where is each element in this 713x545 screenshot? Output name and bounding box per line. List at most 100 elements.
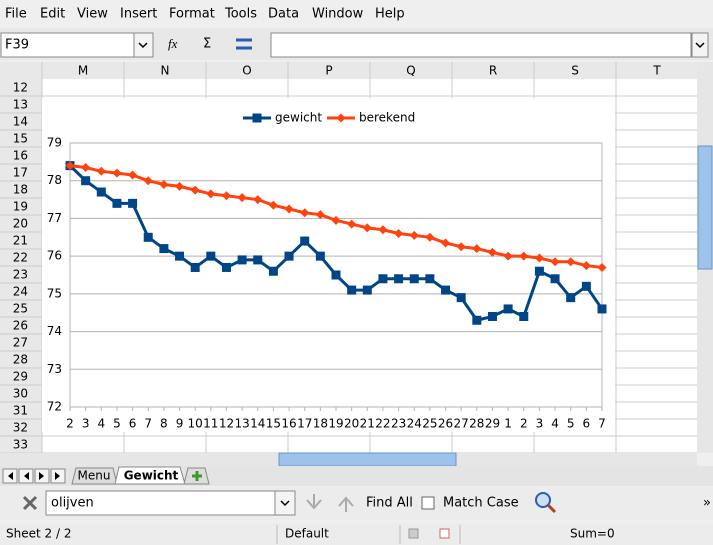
menu-item[interactable]: Format — [169, 7, 215, 22]
row-header[interactable]: 27 — [13, 336, 28, 350]
row-header[interactable]: 13 — [13, 98, 28, 112]
row-header[interactable]: 26 — [13, 319, 28, 333]
row-header[interactable]: 24 — [13, 285, 28, 299]
data-point — [441, 285, 451, 295]
x-tick-label: 23 — [391, 417, 406, 431]
row-header[interactable]: 14 — [13, 115, 28, 129]
column-header[interactable]: S — [571, 64, 579, 78]
find-all-button[interactable]: Find All — [366, 496, 413, 511]
menu-item[interactable]: Edit — [40, 7, 65, 22]
data-point — [550, 257, 560, 267]
sheet-tab[interactable] — [71, 467, 118, 485]
match-case-checkbox[interactable] — [421, 496, 435, 510]
find-previous-icon[interactable] — [338, 496, 354, 512]
data-point — [112, 168, 122, 178]
horizontal-scroll-thumb[interactable] — [278, 452, 457, 467]
row-header[interactable]: 30 — [13, 387, 28, 401]
data-point — [143, 176, 153, 186]
data-point — [487, 247, 497, 257]
menu-item[interactable]: View — [77, 7, 108, 22]
data-point — [347, 285, 357, 295]
data-point — [81, 176, 91, 186]
formula-input[interactable] — [270, 32, 692, 58]
data-point — [159, 179, 169, 189]
row-header[interactable]: 31 — [13, 404, 28, 418]
add-sheet-icon — [192, 471, 202, 481]
row-header[interactable]: 33 — [13, 438, 28, 452]
column-header[interactable]: Q — [406, 64, 415, 78]
formula-icon[interactable] — [236, 38, 252, 50]
row-header[interactable]: 25 — [13, 302, 28, 316]
x-tick-label: 12 — [219, 417, 234, 431]
data-point — [96, 166, 106, 176]
dropdown-arrow — [695, 42, 705, 49]
data-point — [378, 225, 388, 235]
data-point — [206, 189, 216, 199]
menu-item[interactable]: File — [5, 7, 27, 22]
status-sheet: Sheet 2 / 2 — [6, 527, 71, 541]
menu-item[interactable]: Data — [268, 7, 299, 22]
search-dropdown[interactable] — [274, 490, 296, 516]
formula-expand[interactable] — [691, 32, 709, 58]
find-next-icon[interactable] — [306, 494, 322, 510]
row-header[interactable]: 21 — [13, 234, 28, 248]
data-point — [128, 198, 138, 208]
row-header[interactable]: 20 — [13, 217, 28, 231]
menu-item[interactable]: Window — [312, 7, 364, 22]
row-header[interactable]: 12 — [13, 81, 28, 95]
data-point — [425, 274, 435, 284]
column-header[interactable]: N — [161, 64, 170, 78]
data-point — [206, 251, 216, 261]
data-point — [221, 262, 231, 272]
data-point — [409, 274, 419, 284]
close-find-icon[interactable] — [22, 495, 38, 511]
menu-item[interactable]: Tools — [224, 7, 257, 22]
dropdown-arrow — [138, 42, 148, 49]
row-header[interactable]: 16 — [13, 149, 28, 163]
y-tick-label: 75 — [47, 286, 62, 300]
data-point — [409, 230, 419, 240]
row-header[interactable]: 29 — [13, 370, 28, 384]
tab-nav-arrow — [8, 472, 13, 480]
sum-icon[interactable]: Σ — [203, 37, 211, 52]
name-box-dropdown[interactable] — [133, 32, 154, 58]
find-replace-icon[interactable] — [535, 492, 557, 514]
data-point — [237, 193, 247, 203]
column-header[interactable]: T — [652, 64, 661, 78]
menu-item[interactable]: Help — [375, 7, 405, 22]
data-point — [175, 251, 185, 261]
y-tick-label: 76 — [47, 249, 62, 263]
data-point — [253, 255, 263, 265]
status-icon — [408, 528, 419, 539]
data-point — [190, 262, 200, 272]
data-point — [96, 187, 106, 197]
y-tick-label: 77 — [47, 211, 62, 225]
column-header[interactable]: R — [489, 64, 497, 78]
vertical-scroll-thumb[interactable] — [697, 145, 713, 270]
column-header[interactable]: O — [242, 64, 251, 78]
row-header[interactable]: 15 — [13, 132, 28, 146]
column-header[interactable]: M — [78, 64, 88, 78]
name-box[interactable] — [0, 32, 135, 58]
data-point — [300, 236, 310, 246]
data-point — [284, 204, 294, 214]
row-header[interactable]: 32 — [13, 421, 28, 435]
toolbar-overflow[interactable]: » — [703, 496, 711, 511]
x-tick-label: 2 — [520, 417, 528, 431]
search-input[interactable] — [45, 490, 276, 516]
data-point — [519, 311, 529, 321]
row-header[interactable]: 22 — [13, 251, 28, 265]
row-header[interactable]: 18 — [13, 183, 28, 197]
column-header[interactable]: P — [325, 64, 332, 78]
menu-item[interactable]: Insert — [120, 7, 157, 22]
sheet-tab-active[interactable] — [114, 466, 186, 485]
row-header[interactable]: 28 — [13, 353, 28, 367]
row-header[interactable]: 19 — [13, 200, 28, 214]
row-header[interactable]: 23 — [13, 268, 28, 282]
row-header[interactable]: 17 — [13, 166, 28, 180]
data-point — [534, 266, 544, 276]
x-tick-label: 13 — [234, 417, 249, 431]
data-point — [331, 215, 341, 225]
status-icon — [439, 528, 450, 539]
function-wizard-icon[interactable]: fx — [168, 36, 178, 51]
